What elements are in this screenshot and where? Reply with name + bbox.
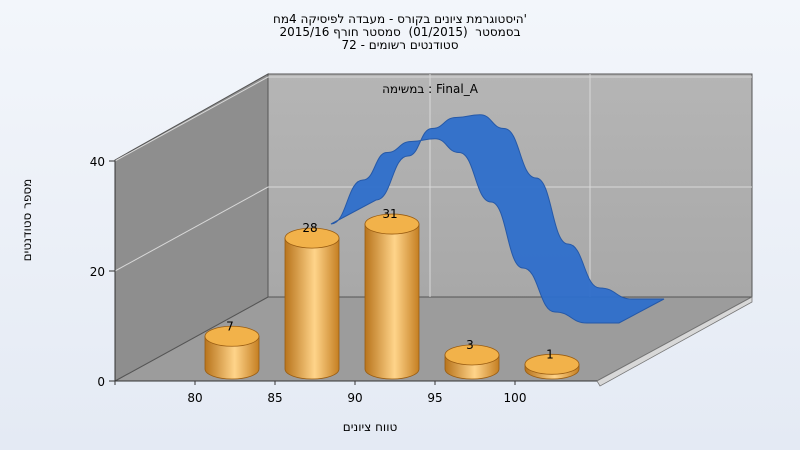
chart-curve-layer [330,114,665,324]
bar-80: 7 [204,319,260,380]
gridline-side [114,186,269,272]
bar-85: 28 [284,221,340,380]
y-tick-label: 0 [97,375,105,389]
bar-100: 1 [524,347,580,380]
series-curve-ribbon [330,114,665,324]
chart-annotation: במשימה : Final_A [382,82,478,96]
bar-data-label: 7 [226,319,234,333]
bar-top [444,344,500,366]
x-tick-label: 95 [427,391,442,405]
bar-data-label: 31 [382,207,397,221]
chart-title-line-3: סטודנטים רשומים - 72 [341,38,459,52]
bar-body [284,237,340,380]
bar-body [364,223,420,380]
gridline-side [114,76,269,162]
chart-title-line-2: בסמסטר (01/2015) סמסטר חורף 2015/16 [279,25,521,39]
bar-90: 31 [364,207,420,380]
bar-top [284,227,340,249]
chart-floor-edge [596,296,753,387]
x-tick-label: 85 [267,391,282,405]
bar-top [364,213,420,235]
bar-top [204,325,260,347]
x-tick-label: 90 [347,391,362,405]
bar-top [524,353,580,375]
bar-95: 3 [444,338,500,380]
bar-data-label: 1 [546,347,554,361]
y-tick-label: 20 [90,265,105,279]
x-axis-label: טווח ציונים [342,420,398,434]
bar-data-label: 28 [302,221,317,235]
chart-title-line-1: היסטוגרמת ציונים בקורס - מעבדה לפיסיקה 4… [273,12,527,26]
x-tick-label: 100 [504,391,527,405]
bar-body [204,335,260,380]
y-axis-label: מספר סטודנטים [20,178,34,262]
y-tick-label: 40 [90,155,105,169]
chart-axes: 0 20 40 80 85 90 95 100 [90,155,597,405]
chart-gridlines [114,74,752,297]
bar-data-label: 3 [466,338,474,352]
x-tick-label: 80 [187,391,202,405]
